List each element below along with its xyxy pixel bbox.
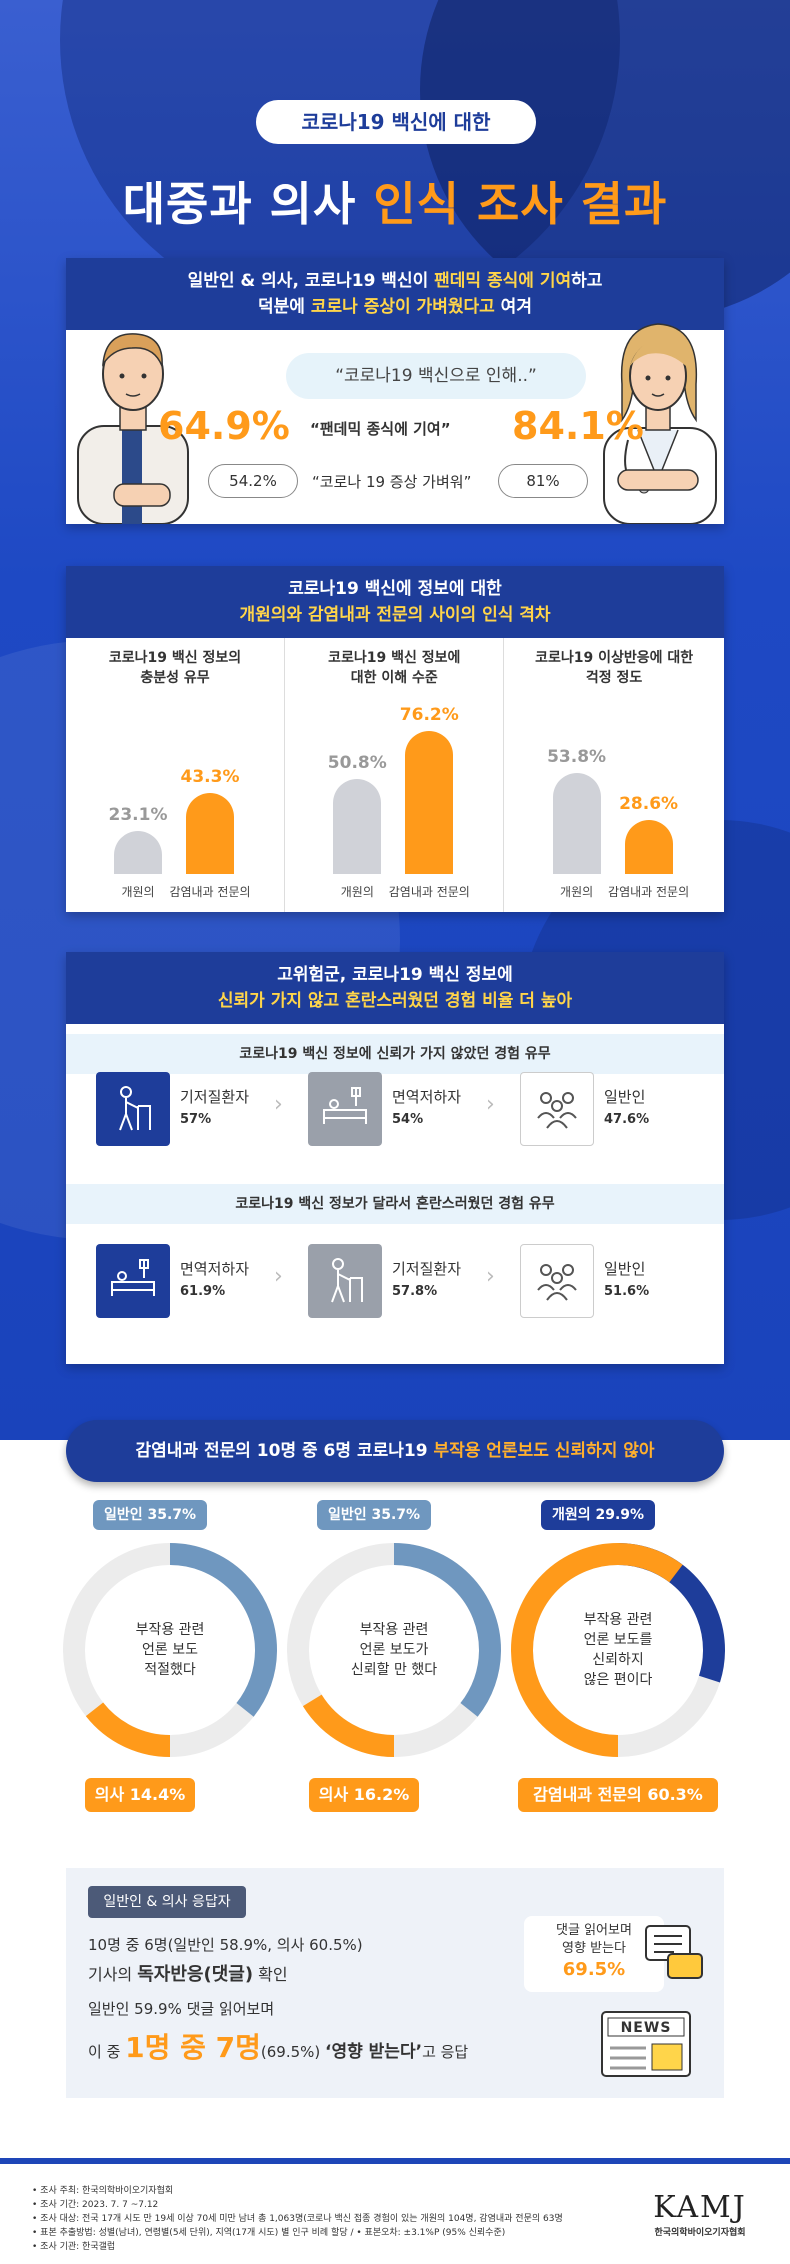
- group-name: 면역저하자: [180, 1260, 250, 1278]
- quote-bubble: “코로나19 백신으로 인해..”: [286, 353, 586, 399]
- bar-clinic: [552, 773, 601, 874]
- confusion-subhead: 코로나19 백신 정보가 달라서 혼란스러웠던 경험 유무: [66, 1184, 724, 1224]
- symptom-label: “코로나 19 증상 가벼워”: [312, 473, 472, 491]
- group-name: 일반인: [604, 1260, 646, 1278]
- main-title: 대중과 의사 인식 조사 결과: [0, 168, 790, 234]
- title-part-a: 대중과 의사: [122, 177, 357, 231]
- info-gap-column: 코로나19 이상반응에 대한 걱정 정도 53.8% 28.6% 개원의 감염내과 전문의: [505, 638, 724, 912]
- bar-clinic-value: 23.1%: [108, 804, 168, 825]
- hospital-bed-icon: [308, 1072, 382, 1146]
- footer-notes: • 조사 주최: 한국의학바이오기자협회 • 조사 기간: 2023. 7. 7…: [32, 2186, 563, 2252]
- people-group-icon: [520, 1244, 594, 1318]
- bar-clinic-value: 50.8%: [327, 752, 387, 773]
- donut-top-tag: 일반인 35.7%: [317, 1500, 431, 1530]
- donut-chart: [287, 1543, 501, 1757]
- doctor-pandemic-pct: 84.1%: [512, 404, 644, 448]
- group-name: 면역저하자: [392, 1088, 462, 1106]
- column-title: 코로나19 이상반응에 대한 걱정 정도: [535, 650, 694, 686]
- bar-infectious-specialist: [186, 792, 234, 874]
- people-group-icon: [520, 1072, 594, 1146]
- donut-segment-bottom: [511, 1543, 725, 1757]
- comment-bubble: 댓글 읽어보며 영향 받는다 69.5%: [524, 1916, 664, 1992]
- donut-segment-top: [287, 1543, 501, 1757]
- group-value: 57%: [180, 1112, 212, 1127]
- group-value: 61.9%: [180, 1284, 226, 1299]
- pandemic-label: “팬데믹 종식에 기여”: [310, 420, 451, 438]
- info-gap-column: 코로나19 백신 정보의 충분성 유무 23.1% 43.3% 개원의 감염내과 전문의: [66, 638, 285, 912]
- donut-top-tag: 일반인 35.7%: [93, 1500, 207, 1530]
- donut-segment-top: [63, 1543, 277, 1757]
- donut-chart: [63, 1543, 277, 1757]
- bar-clinic-label: 개원의: [340, 885, 374, 899]
- respondent-tag: 일반인 & 의사 응답자: [88, 1886, 246, 1918]
- bar-clinic: [333, 778, 382, 874]
- donut-center-text: 부작용 관련 언론 보도가 신뢰할 만 했다: [350, 1622, 438, 1678]
- donut-top-tag: 개원의 29.9%: [541, 1500, 655, 1530]
- group-value: 51.6%: [604, 1284, 650, 1299]
- bar-specialist-value: 43.3%: [180, 766, 240, 787]
- bar-specialist-label: 감염내과 전문의: [388, 885, 470, 899]
- group-value: 47.6%: [604, 1112, 650, 1127]
- group-name: 기저질환자: [392, 1260, 462, 1278]
- bar-infectious-specialist: [405, 731, 454, 874]
- public-pandemic-pct: 64.9%: [158, 404, 290, 448]
- section-info-gap: 코로나19 백신에 정보에 대한 개원의와 감염내과 전문의 사이의 인식 격차…: [66, 566, 724, 912]
- group-name: 기저질환자: [180, 1088, 250, 1106]
- doctor-symptom-pct: 81%: [498, 464, 588, 498]
- bar-clinic: [114, 830, 162, 874]
- section-pandemic: 일반인 & 의사, 코로나19 백신이 팬데믹 종식에 기여하고 덕분에 코로나…: [66, 258, 724, 524]
- bar-infectious-specialist: [624, 820, 673, 874]
- bar-specialist-value: 76.2%: [399, 705, 459, 726]
- bar-clinic-label: 개원의: [121, 885, 155, 899]
- hospital-bed-icon: [96, 1244, 170, 1318]
- group-value: 57.8%: [392, 1284, 438, 1299]
- news-label: NEWS: [620, 2020, 672, 2036]
- chevron-right-icon: ›: [274, 1092, 283, 1117]
- section-high-risk: 고위험군, 코로나19 백신 정보에 신뢰가 가지 않고 혼란스러웠던 경험 비…: [66, 952, 724, 1364]
- resp-line3: 일반인 59.9% 댓글 읽어보며: [88, 2000, 275, 2018]
- distrust-subhead: 코로나19 백신 정보에 신뢰가 가지 않았던 경험 유무: [66, 1034, 724, 1074]
- donut-segment-bottom: [63, 1543, 277, 1757]
- donut-segment-bottom: [287, 1543, 501, 1757]
- footer: [0, 2158, 790, 2264]
- elderly-walker-icon: [308, 1244, 382, 1318]
- section-high-risk-head: 고위험군, 코로나19 백신 정보에 신뢰가 가지 않고 혼란스러웠던 경험 비…: [66, 952, 724, 1024]
- column-title: 코로나19 백신 정보에 대한 이해 수준: [328, 650, 461, 686]
- chevron-right-icon: ›: [486, 1092, 495, 1117]
- title-part-b: 인식 조사 결과: [373, 177, 668, 231]
- man-illustration: [77, 333, 189, 524]
- donut-chart: [511, 1543, 725, 1757]
- group-value: 54%: [392, 1112, 424, 1127]
- respondent-box: 일반인 & 의사 응답자 10명 중 6명(일반인 58.9%, 의사 60.5…: [66, 1868, 724, 2098]
- bar-clinic-value: 53.8%: [547, 747, 607, 768]
- donut-bottom-tag: 의사 16.2%: [309, 1778, 419, 1812]
- media-trust-headline: 감염내과 전문의 10명 중 6명 코로나19 부작용 언론보도 신뢰하지 않아: [66, 1420, 724, 1482]
- donut-bottom-tag: 감염내과 전문의 60.3%: [518, 1778, 718, 1812]
- doctor-illustration: [603, 323, 717, 524]
- elderly-walker-icon: [96, 1072, 170, 1146]
- info-gap-column: 코로나19 백신 정보에 대한 이해 수준 50.8% 76.2% 개원의 감염내과 전문…: [285, 638, 505, 912]
- header-pill: 코로나19 백신에 대한: [256, 100, 536, 144]
- section-info-gap-head: 코로나19 백신에 정보에 대한 개원의와 감염내과 전문의 사이의 인식 격차: [66, 566, 724, 638]
- kamj-logo: KAMJ 한국의학바이오기자협회: [653, 2190, 747, 2238]
- chevron-right-icon: ›: [274, 1264, 283, 1289]
- group-name: 일반인: [604, 1088, 646, 1106]
- chevron-right-icon: ›: [486, 1264, 495, 1289]
- resp-line2: 기사의 독자반응(댓글) 확인: [88, 1964, 288, 1985]
- bar-specialist-label: 감염내과 전문의: [169, 885, 251, 899]
- bar-specialist-label: 감염내과 전문의: [608, 885, 690, 899]
- donut-center-text: 부작용 관련 언론 보도 적절했다: [135, 1622, 205, 1678]
- resp-line1: 10명 중 6명(일반인 58.9%, 의사 60.5%): [88, 1936, 363, 1954]
- section-pandemic-head: 일반인 & 의사, 코로나19 백신이 팬데믹 종식에 기여하고 덕분에 코로나…: [66, 258, 724, 330]
- chat-icon: [645, 1925, 703, 1979]
- public-symptom-pct: 54.2%: [208, 464, 298, 498]
- donut-bottom-tag: 의사 14.4%: [85, 1778, 195, 1812]
- column-title: 코로나19 백신 정보의 충분성 유무: [108, 650, 242, 686]
- newspaper-icon: [601, 2011, 691, 2077]
- bar-clinic-label: 개원의: [560, 885, 594, 899]
- donut-center-text: 부작용 관련 언론 보도를 신뢰하지 않은 편이다: [583, 1612, 653, 1688]
- bar-specialist-value: 28.6%: [619, 794, 679, 815]
- resp-line4: 이 중 1명 중 7명(69.5%) ‘영향 받는다’고 응답: [88, 2031, 469, 2064]
